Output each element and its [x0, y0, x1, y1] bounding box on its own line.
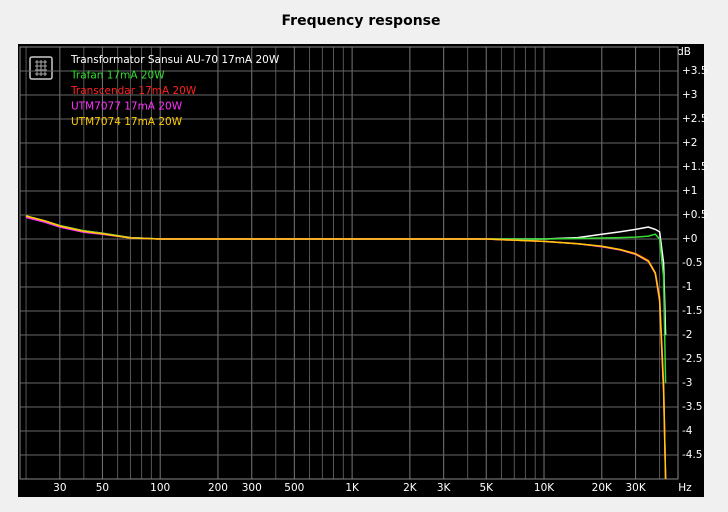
- y-tick-label: -4.5: [682, 449, 703, 461]
- series-line: [25, 215, 667, 480]
- x-tick-label: 200: [208, 482, 228, 494]
- x-tick-label: 2K: [403, 482, 418, 494]
- x-tick-label: 300: [242, 482, 262, 494]
- y-unit: dB: [677, 46, 691, 58]
- y-tick-label: -3: [682, 377, 692, 389]
- legend-entry: Trafan 17mA 20W: [70, 70, 165, 82]
- y-tick-label: +2.5: [682, 113, 708, 125]
- y-tick-label: +3.5: [682, 65, 708, 77]
- y-tick-label: -3.5: [682, 401, 703, 413]
- legend-entry: Transcendar 17mA 20W: [70, 85, 197, 97]
- y-tick-label: +3: [682, 89, 697, 101]
- chart-title: Frequency response: [282, 13, 441, 29]
- y-tick-label: -2: [682, 329, 692, 341]
- x-tick-label: 10K: [534, 482, 555, 494]
- x-tick-label: 30: [53, 482, 66, 494]
- x-tick-label: 1K: [345, 482, 360, 494]
- legend-entry: UTM7077 17mA 20W: [71, 101, 183, 113]
- x-tick-label: 50: [96, 482, 109, 494]
- legend-entry: UTM7074 17mA 20W: [71, 116, 183, 128]
- x-tick-label: 100: [150, 482, 170, 494]
- y-tick-label: +2: [682, 137, 697, 149]
- x-tick-label: 3K: [437, 482, 452, 494]
- y-tick-label: +1: [682, 185, 697, 197]
- y-tick-label: -4: [682, 425, 693, 437]
- plot-frame: [19, 46, 679, 480]
- x-tick-label: 500: [284, 482, 304, 494]
- y-tick-label: -1.5: [682, 305, 703, 317]
- x-tick-label: 20K: [592, 482, 613, 494]
- y-tick-label: -0.5: [682, 257, 703, 269]
- x-unit: Hz: [678, 482, 692, 494]
- y-tick-label: +1.5: [682, 161, 708, 173]
- x-tick-label: 5K: [479, 482, 494, 494]
- x-tick-label: 30K: [625, 482, 646, 494]
- legend-icon: [29, 56, 53, 80]
- y-tick-label: -2.5: [682, 353, 703, 365]
- y-tick-label: +0.5: [682, 209, 708, 221]
- y-tick-label: -1: [682, 281, 692, 293]
- legend-entry: Transformator Sansui AU-70 17mA 20W: [70, 54, 280, 66]
- y-tick-label: +0: [682, 233, 697, 245]
